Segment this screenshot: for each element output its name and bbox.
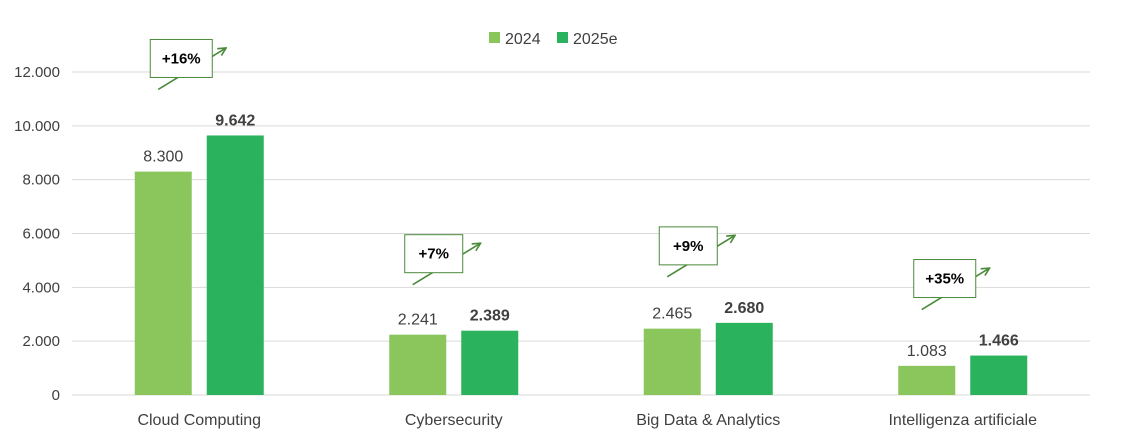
data-label: 2.241 xyxy=(398,312,438,329)
growth-box xyxy=(913,259,977,299)
growth-label: +16% xyxy=(162,50,201,67)
growth-annotation: +16% xyxy=(149,38,225,91)
legend-swatch xyxy=(489,32,500,43)
growth-label: +35% xyxy=(925,271,964,288)
data-label: 9.642 xyxy=(215,112,255,129)
bar xyxy=(643,328,701,395)
x-tick-label: Cybersecurity xyxy=(405,412,503,429)
y-tick-label: 12.000 xyxy=(14,64,60,81)
growth-annotation: +9% xyxy=(658,226,734,278)
growth-box xyxy=(149,38,213,78)
bar xyxy=(461,330,519,395)
growth-box xyxy=(658,226,718,266)
bar xyxy=(134,171,192,395)
data-label: 1.083 xyxy=(907,343,947,360)
growth-label: +7% xyxy=(419,246,449,263)
growth-annotation: +7% xyxy=(404,234,480,286)
y-tick-label: 8.000 xyxy=(22,172,60,189)
x-tick-label: Cloud Computing xyxy=(137,412,261,429)
data-label: 1.466 xyxy=(979,333,1019,350)
y-tick-label: 0 xyxy=(52,387,60,404)
y-axis: 0 2.000 4.000 6.000 8.000 10.000 12.000 xyxy=(14,64,60,404)
y-tick-label: 4.000 xyxy=(22,279,60,296)
growth-box xyxy=(404,234,464,274)
data-label: 2.465 xyxy=(652,306,692,323)
bar xyxy=(970,355,1028,395)
growth-label: +9% xyxy=(673,238,703,255)
data-label: 2.680 xyxy=(724,300,764,317)
legend-swatch xyxy=(557,32,568,43)
data-labels: 8.300 9.642 2.241 2.389 2.465 2.680 1.083 1.466 xyxy=(143,112,1019,359)
growth-annotation: +35% xyxy=(913,259,989,311)
bar xyxy=(389,334,447,395)
x-tick-label: Intelligenza artificiale xyxy=(888,412,1037,429)
x-axis: Cloud Computing Cybersecurity Big Data & A… xyxy=(137,412,1037,429)
bar xyxy=(206,135,264,396)
data-label: 8.300 xyxy=(143,149,183,166)
legend-label: 2024 xyxy=(505,31,541,48)
bar xyxy=(715,322,773,395)
data-label: 2.389 xyxy=(470,308,510,325)
y-tick-label: 2.000 xyxy=(22,333,60,350)
bars xyxy=(134,135,1028,396)
growth-annotations: +16% +7% +9% +35% xyxy=(149,38,989,311)
legend: 2024 2025e xyxy=(489,31,618,48)
bar xyxy=(898,365,956,395)
legend-label: 2025e xyxy=(573,31,618,48)
x-tick-label: Big Data & Analytics xyxy=(636,412,780,429)
y-tick-label: 10.000 xyxy=(14,118,60,135)
y-tick-label: 6.000 xyxy=(22,226,60,243)
